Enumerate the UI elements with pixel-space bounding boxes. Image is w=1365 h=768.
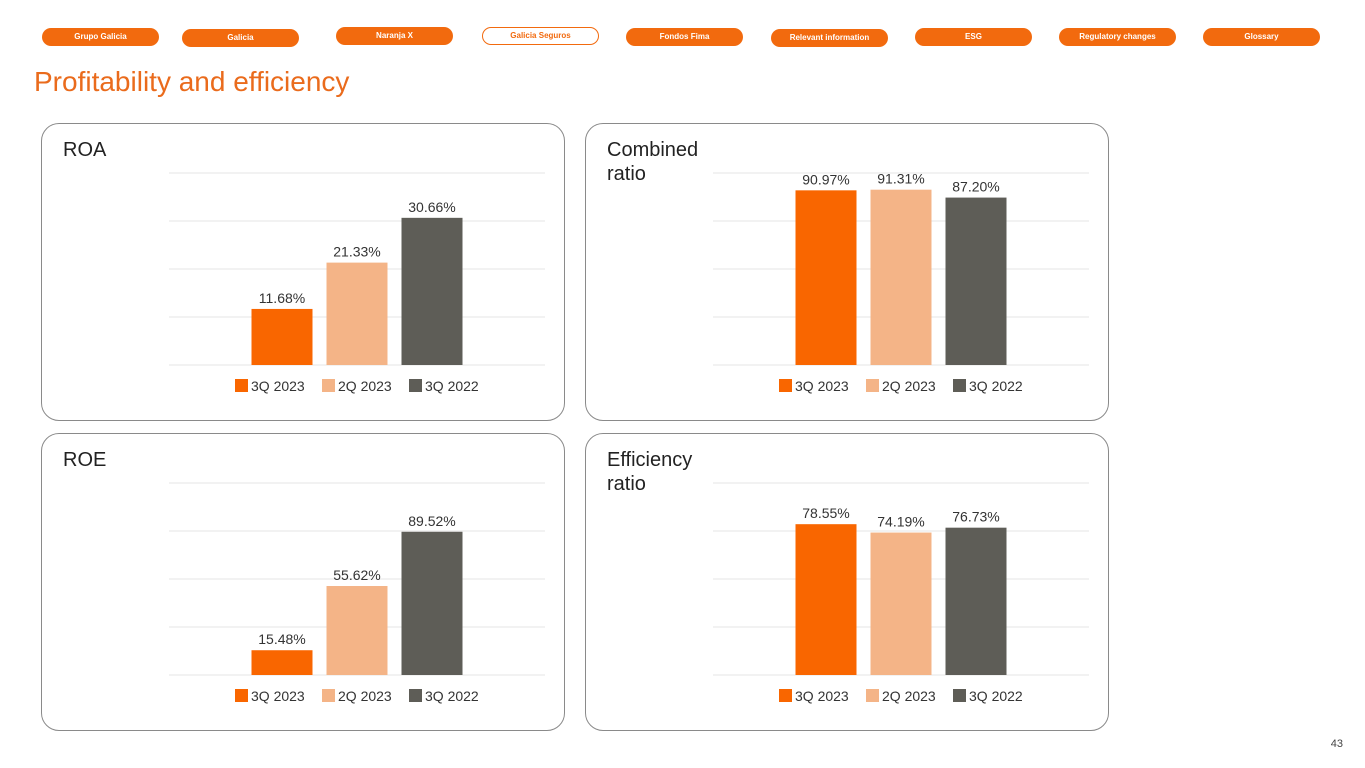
data-label: 74.19%: [877, 514, 924, 530]
nav-glossary[interactable]: Glossary: [1203, 28, 1320, 46]
data-label: 78.55%: [802, 505, 849, 521]
chart-title: Efficiency ratio: [607, 449, 693, 495]
combined-ratio-chart-panel: Combined ratio 90.97% 91.31% 87.20% 3Q 2023…: [585, 123, 1109, 421]
legend-swatch: [779, 379, 792, 392]
legend-label: 3Q 2023: [251, 688, 305, 704]
legend-swatch: [235, 689, 248, 702]
legend-label: 2Q 2023: [338, 688, 392, 704]
chart-title: ROE: [63, 449, 107, 471]
nav-relevant-information[interactable]: Relevant information: [771, 29, 888, 47]
data-label: 15.48%: [258, 631, 305, 647]
page-number: 43: [1330, 738, 1343, 750]
bar-2: [870, 189, 932, 365]
legend-swatch: [866, 689, 879, 702]
data-label: 21.33%: [333, 244, 380, 260]
efficiency-ratio-chart-panel: Efficiency ratio 78.55% 74.19% 76.73% 3Q 20…: [585, 433, 1109, 731]
chart-title: ROA: [63, 139, 107, 161]
legend-label: 3Q 2023: [795, 378, 849, 394]
bar-2: [870, 532, 932, 675]
data-label: 55.62%: [333, 567, 380, 583]
chart-title: Combined ratio: [607, 139, 699, 185]
roe-bar-chart: 15.48% 55.62% 89.52% 3Q 2023 2Q 2023 3Q 2022: [169, 482, 545, 704]
nav-regulatory-changes[interactable]: Regulatory changes: [1059, 28, 1176, 46]
legend-label: 3Q 2022: [425, 378, 479, 394]
legend-label: 3Q 2022: [425, 688, 479, 704]
page-title: Profitability and efficiency: [34, 66, 350, 97]
legend-label: 3Q 2023: [795, 688, 849, 704]
data-label: 90.97%: [802, 171, 849, 187]
nav-esg[interactable]: ESG: [915, 28, 1032, 46]
bar-3: [945, 197, 1007, 365]
legend-label: 2Q 2023: [882, 688, 936, 704]
bar-1: [251, 650, 313, 675]
legend-label: 3Q 2022: [969, 378, 1023, 394]
nav-galicia-seguros[interactable]: Galicia Seguros: [482, 27, 599, 45]
nav-grupo-galicia[interactable]: Grupo Galicia: [42, 28, 159, 46]
combined-ratio-bar-chart: 90.97% 91.31% 87.20% 3Q 2023 2Q 2023 3Q 2022: [713, 171, 1089, 394]
legend-swatch: [235, 379, 248, 392]
roa-bar-chart: 11.68% 21.33% 30.66% 3Q 2023 2Q 2023 3Q 2022: [169, 172, 545, 394]
bar-3: [401, 531, 463, 675]
data-label: 91.31%: [877, 171, 924, 187]
legend-label: 2Q 2023: [338, 378, 392, 394]
bar-3: [401, 217, 463, 365]
bar-2: [326, 262, 388, 365]
nav-galicia[interactable]: Galicia: [182, 29, 299, 47]
data-label: 11.68%: [259, 290, 305, 306]
roa-chart-panel: ROA 11.68% 21.33% 30.66% 3Q 2023 2Q 2023 3Q 2…: [41, 123, 565, 421]
bar-2: [326, 586, 388, 675]
nav-naranja-x[interactable]: Naranja X: [336, 27, 453, 45]
data-label: 30.66%: [408, 199, 455, 215]
legend-swatch: [322, 379, 335, 392]
nav-fondos-fima[interactable]: Fondos Fima: [626, 28, 743, 46]
legend-swatch: [779, 689, 792, 702]
roe-chart-panel: ROE 15.48% 55.62% 89.52% 3Q 2023 2Q 2023 3Q 2…: [41, 433, 565, 731]
legend-swatch: [409, 689, 422, 702]
efficiency-ratio-bar-chart: 78.55% 74.19% 76.73% 3Q 2023 2Q 2023 3Q 2022: [713, 482, 1089, 704]
legend-swatch: [866, 379, 879, 392]
legend-swatch: [953, 379, 966, 392]
data-label: 89.52%: [408, 513, 455, 529]
legend-swatch: [322, 689, 335, 702]
legend-label: 3Q 2023: [251, 378, 305, 394]
legend-swatch: [409, 379, 422, 392]
legend-swatch: [953, 689, 966, 702]
bar-1: [251, 308, 313, 365]
data-label: 87.20%: [952, 179, 999, 195]
top-navigation: Grupo Galicia Galicia Naranja X Galicia …: [0, 0, 1365, 60]
data-label: 76.73%: [952, 509, 999, 525]
bar-3: [945, 527, 1007, 675]
bar-1: [795, 524, 857, 675]
legend-label: 3Q 2022: [969, 688, 1023, 704]
legend-label: 2Q 2023: [882, 378, 936, 394]
bar-1: [795, 190, 857, 365]
